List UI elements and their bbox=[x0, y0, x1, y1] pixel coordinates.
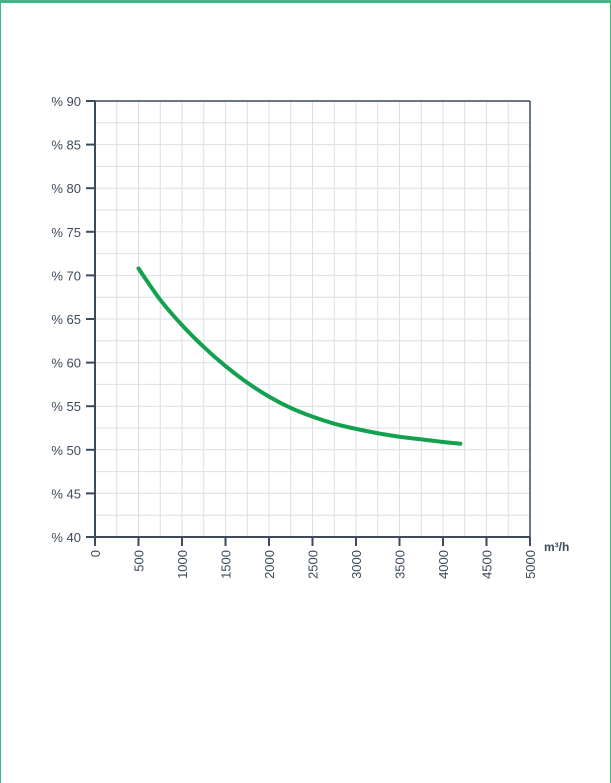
y-tick-label: % 55 bbox=[51, 399, 81, 414]
y-tick-label: % 50 bbox=[51, 443, 81, 458]
series-line bbox=[136, 266, 463, 446]
frame-top-border bbox=[0, 0, 611, 3]
x-tick-label: 0 bbox=[88, 550, 103, 557]
x-tick-label: 4000 bbox=[436, 550, 451, 579]
y-axis-ticks: % 40 % 45 % 50 % 55 % 60 % 65 % 70 % 75 % 80 % 85… bbox=[51, 94, 95, 545]
x-tick-label: 1000 bbox=[175, 550, 190, 579]
frame-left-border bbox=[0, 0, 1, 783]
y-tick-label: % 85 bbox=[51, 138, 81, 153]
y-tick-label: % 75 bbox=[51, 225, 81, 240]
y-tick-label: % 45 bbox=[51, 486, 81, 501]
x-tick-label: 3500 bbox=[393, 550, 408, 579]
y-tick-label: % 60 bbox=[51, 356, 81, 371]
x-tick-label: 2000 bbox=[262, 550, 277, 579]
y-tick-label: % 80 bbox=[51, 181, 81, 196]
x-tick-label: 500 bbox=[132, 550, 147, 572]
x-axis-ticks: 0 500 1000 1500 2000 2500 3000 3500 4000 4500 5000 bbox=[88, 537, 538, 579]
y-tick-label: % 90 bbox=[51, 94, 81, 109]
x-tick-label: 2500 bbox=[306, 550, 321, 579]
chart-grid bbox=[94, 100, 531, 538]
x-tick-label: 1500 bbox=[219, 550, 234, 579]
x-tick-label: 4500 bbox=[480, 550, 495, 579]
y-tick-label: % 70 bbox=[51, 268, 81, 283]
x-tick-label: 3000 bbox=[349, 550, 364, 579]
chart-series bbox=[136, 266, 463, 446]
y-tick-label: % 40 bbox=[51, 530, 81, 545]
y-tick-label: % 65 bbox=[51, 312, 81, 327]
x-tick-label: 5000 bbox=[523, 550, 538, 579]
x-axis-unit: m³/h bbox=[544, 540, 569, 554]
